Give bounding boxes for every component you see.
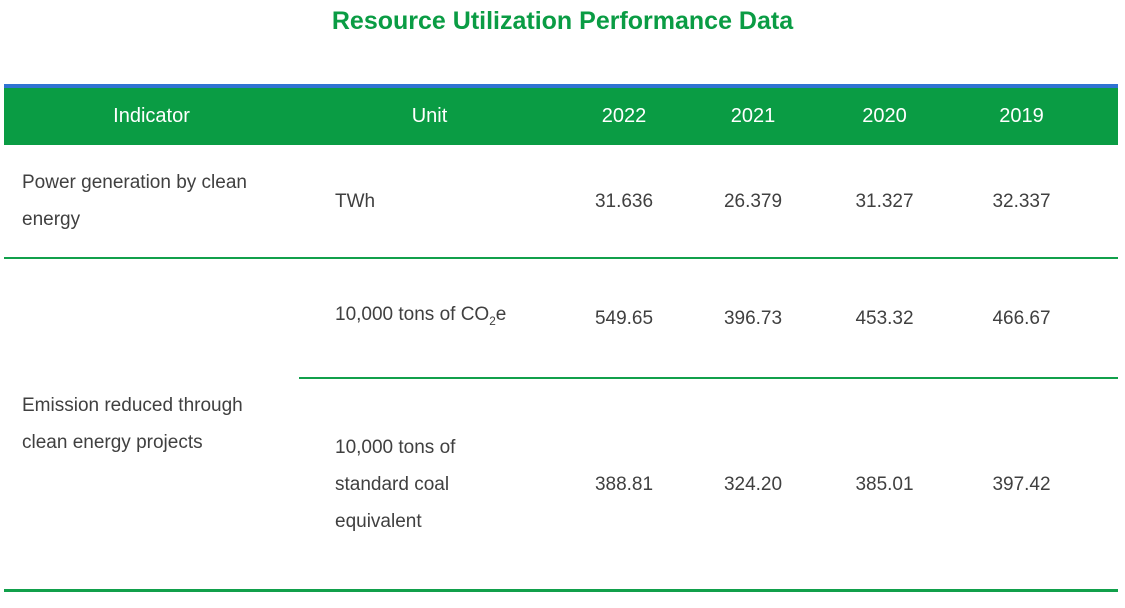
indicator-label: Emission reduced through clean energy pr… bbox=[22, 395, 243, 453]
unit-text-post: e bbox=[495, 304, 507, 326]
table-row-emission-coal: 10,000 tons of standard coal equivalent … bbox=[4, 379, 1118, 592]
table-row-power-generation: Power generation by clean energy TWh 31.… bbox=[4, 145, 1118, 259]
indicator-label: Power generation by clean energy bbox=[22, 172, 247, 230]
unit-label: 10,000 tons of CO2e bbox=[335, 296, 560, 340]
header-row: Indicator Unit 2022 2021 2020 2019 bbox=[4, 84, 1118, 145]
unit-text-pre: 10,000 tons of CO bbox=[335, 304, 490, 326]
unit-subscript: 2 bbox=[489, 314, 496, 328]
column-header-indicator: Indicator bbox=[4, 84, 299, 145]
unit-label: 10,000 tons of standard coal equivalent bbox=[335, 436, 456, 532]
value-2021: 26.379 bbox=[688, 145, 818, 259]
value-2022: 388.81 bbox=[560, 379, 688, 592]
unit-label: TWh bbox=[335, 190, 376, 212]
value-2022: 31.636 bbox=[560, 145, 688, 259]
column-header-2020: 2020 bbox=[818, 84, 951, 145]
value-2021: 396.73 bbox=[688, 259, 818, 379]
performance-table: Indicator Unit 2022 2021 2020 2019 Power… bbox=[4, 84, 1118, 592]
column-header-2019: 2019 bbox=[951, 84, 1118, 145]
value-2021: 324.20 bbox=[688, 379, 818, 592]
column-header-unit: Unit bbox=[299, 84, 560, 145]
indicator-cell: Emission reduced through clean energy pr… bbox=[4, 259, 299, 592]
value-2019: 32.337 bbox=[951, 145, 1118, 259]
value-2020: 385.01 bbox=[818, 379, 951, 592]
value-2020: 31.327 bbox=[818, 145, 951, 259]
indicator-cell: Power generation by clean energy bbox=[4, 145, 299, 259]
table-title: Resource Utilization Performance Data bbox=[331, 7, 794, 35]
unit-cell: 10,000 tons of CO2e bbox=[299, 259, 560, 379]
unit-cell: 10,000 tons of standard coal equivalent bbox=[299, 379, 560, 592]
column-header-2022: 2022 bbox=[560, 84, 688, 145]
unit-cell: TWh bbox=[299, 145, 560, 259]
column-header-2021: 2021 bbox=[688, 84, 818, 145]
table-row-emission-co2e: Emission reduced through clean energy pr… bbox=[4, 259, 1118, 592]
value-2020: 453.32 bbox=[818, 259, 951, 379]
value-2019: 397.42 bbox=[951, 379, 1118, 592]
value-2019: 466.67 bbox=[951, 259, 1118, 379]
value-2022: 549.65 bbox=[560, 259, 688, 379]
